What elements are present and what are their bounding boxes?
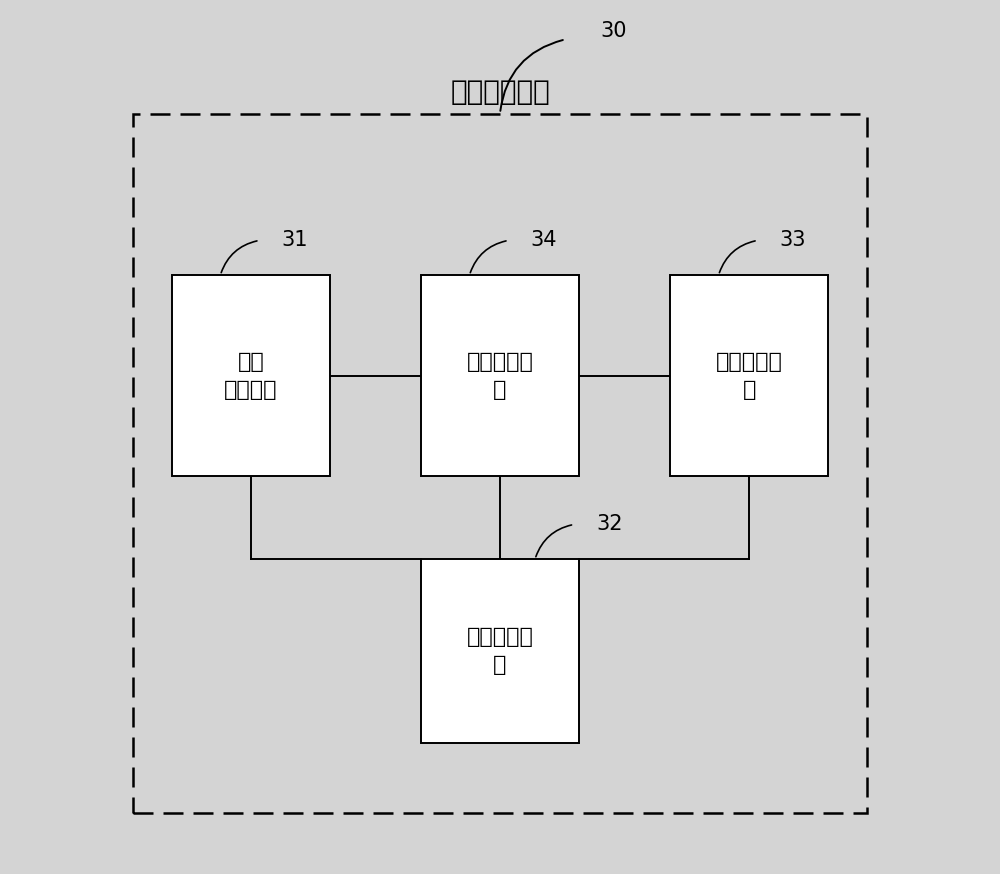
Bar (421, 559, 579, 743)
Text: 33: 33 (780, 231, 806, 250)
Bar (670, 275, 828, 476)
Bar (421, 275, 579, 476)
Text: 红外伴侣装置: 红外伴侣装置 (450, 78, 550, 106)
Bar (133, 114, 867, 813)
Text: 第二电源模
块: 第二电源模 块 (467, 352, 533, 399)
Text: 34: 34 (531, 231, 557, 250)
Text: 32: 32 (596, 515, 623, 534)
Text: 红外输出模
块: 红外输出模 块 (716, 352, 783, 399)
Text: 无线
通信模块: 无线 通信模块 (224, 352, 278, 399)
Text: 主控芯片模
块: 主控芯片模 块 (467, 628, 533, 675)
Text: 30: 30 (601, 21, 627, 40)
Text: 31: 31 (282, 231, 308, 250)
Bar (172, 275, 330, 476)
